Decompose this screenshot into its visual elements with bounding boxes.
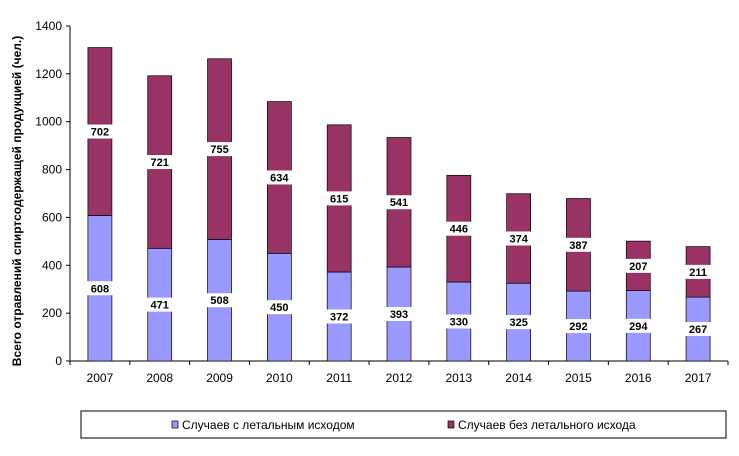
y-axis-label: Всего отравлений спиртсодержащей продукц… xyxy=(10,36,24,366)
y-tick-label: 1200 xyxy=(35,67,62,81)
y-tick-label: 0 xyxy=(55,354,62,368)
data-label-bg xyxy=(266,300,293,315)
data-label-bg xyxy=(565,237,592,252)
data-label: 541 xyxy=(390,197,408,209)
data-label: 446 xyxy=(450,224,468,236)
data-label: 471 xyxy=(151,300,169,312)
x-tick-label: 2016 xyxy=(625,371,652,385)
data-label-bg xyxy=(326,309,353,324)
legend-label-nonlethal: Случаев без летального исхода xyxy=(458,418,636,432)
x-tick-label: 2009 xyxy=(206,371,233,385)
y-tick-label: 1000 xyxy=(35,115,62,129)
y-tick-label: 200 xyxy=(42,306,62,320)
data-label-bg xyxy=(206,293,233,308)
data-label: 207 xyxy=(629,261,647,273)
data-label: 508 xyxy=(210,295,228,307)
x-tick-label: 2011 xyxy=(326,371,352,385)
data-label-bg xyxy=(445,314,472,329)
data-label-bg xyxy=(386,195,412,210)
data-label: 615 xyxy=(330,193,348,205)
x-tick-label: 2010 xyxy=(266,371,293,385)
legend-swatch-lethal xyxy=(171,420,179,429)
data-label: 393 xyxy=(390,309,408,321)
data-label: 372 xyxy=(330,311,348,323)
data-label: 721 xyxy=(151,157,169,169)
data-label-bg xyxy=(86,281,113,296)
plot-area: 0 200 400 600 800 1000 1200 1400 608 702 2007 471 72… xyxy=(35,19,729,385)
data-label: 608 xyxy=(91,283,109,295)
legend: Случаев с летальным исходом Случаев без … xyxy=(80,410,727,439)
y-tick-label: 1400 xyxy=(35,19,62,33)
legend-swatch-nonlethal xyxy=(447,420,455,429)
x-tick-label: 2014 xyxy=(505,371,532,385)
data-label-bg xyxy=(565,319,592,334)
x-tick-label: 2017 xyxy=(685,371,712,385)
data-label: 634 xyxy=(270,172,289,184)
data-label-bg xyxy=(386,306,412,321)
data-label-bg xyxy=(685,264,712,279)
y-tick-label: 800 xyxy=(42,163,62,177)
data-label-bg xyxy=(505,315,532,330)
data-label: 702 xyxy=(91,127,109,139)
data-label-bg xyxy=(685,322,712,337)
data-label: 325 xyxy=(509,317,527,329)
data-label-bg xyxy=(146,297,173,312)
data-label-bg xyxy=(206,142,233,157)
data-label-bg xyxy=(266,170,293,185)
data-label: 374 xyxy=(509,233,528,245)
data-label: 755 xyxy=(210,144,228,156)
y-tick-label: 400 xyxy=(42,258,62,272)
data-label-bg xyxy=(625,318,652,333)
x-tick-label: 2008 xyxy=(146,371,173,385)
data-label: 330 xyxy=(450,317,468,329)
data-label-bg xyxy=(86,124,113,139)
x-tick-label: 2013 xyxy=(445,371,472,385)
x-tick-label: 2015 xyxy=(565,371,592,385)
x-tick-label: 2012 xyxy=(386,371,413,385)
data-label: 450 xyxy=(270,302,288,314)
data-label-bg xyxy=(146,155,173,170)
data-label-bg xyxy=(445,221,472,236)
data-label-bg xyxy=(326,191,353,206)
data-label: 294 xyxy=(629,321,648,333)
data-label: 387 xyxy=(569,240,587,252)
legend-label-lethal: Случаев с летальным исходом xyxy=(182,418,355,432)
data-label: 211 xyxy=(689,267,707,279)
x-tick-label: 2007 xyxy=(87,371,114,385)
data-label-bg xyxy=(505,231,532,246)
data-label: 267 xyxy=(689,324,707,336)
data-label-bg xyxy=(625,258,652,273)
data-label: 292 xyxy=(569,321,587,333)
y-tick-label: 600 xyxy=(42,210,62,224)
